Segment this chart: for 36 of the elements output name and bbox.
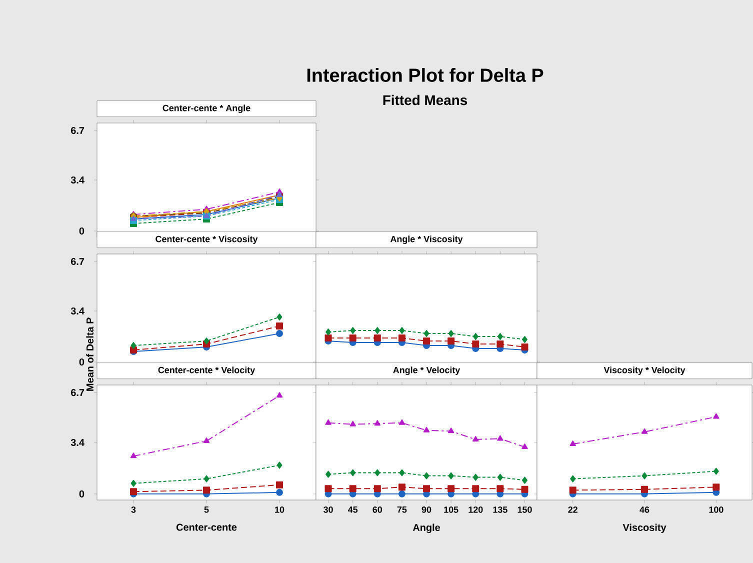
y-tick-label: 3.4: [70, 438, 84, 446]
x-tick-label: 150: [518, 506, 532, 513]
x-tick-label: 22: [568, 506, 578, 513]
x-tick-label: 45: [348, 506, 358, 513]
x-tick-label: 46: [640, 506, 650, 513]
x-tick-label: 120: [468, 506, 483, 513]
y-tick-label: 6.7: [71, 126, 84, 134]
y-tick-label: 6.7: [71, 258, 84, 266]
x-tick-label: 100: [709, 506, 724, 513]
x-axis-title: Angle: [412, 524, 440, 534]
x-tick-label: 10: [275, 506, 284, 513]
x-axis-title: Center-cente: [176, 524, 237, 531]
x-tick-label: 90: [422, 506, 432, 513]
x-axis-title: Viscosity: [622, 524, 666, 533]
text: Fitted Means: [383, 94, 468, 106]
x-tick-label: 30: [324, 506, 333, 513]
chart-title: Angle * Viscosity: [390, 236, 463, 244]
x-tick-label: 75: [397, 506, 407, 513]
x-tick-label: 5: [204, 506, 209, 513]
y-tick-label: 3.4: [70, 307, 84, 315]
text: Interaction Plot for Delta P: [307, 68, 544, 82]
y-tick-label: 0: [79, 490, 84, 498]
x-tick-label: 135: [493, 506, 508, 513]
y-axis-title: Mean of Delta P: [86, 318, 94, 391]
chart-title: Angle * Velocity: [393, 366, 460, 376]
y-tick-label: 3.4: [70, 176, 84, 184]
chart-title: Viscosity * Velocity: [604, 366, 686, 375]
chart-title: Center-cente * Angle: [162, 104, 250, 114]
x-tick-label: 3: [131, 506, 136, 513]
chart-title: Center-cente * Viscosity: [156, 236, 258, 244]
y-tick-label: 0: [79, 227, 84, 235]
x-tick-label: 60: [372, 506, 382, 513]
y-tick-label: 6.7: [71, 389, 84, 396]
x-tick-label: 105: [444, 506, 458, 513]
y-tick-label: 0: [79, 358, 84, 366]
chart-title: Center-cente * Velocity: [158, 366, 256, 375]
